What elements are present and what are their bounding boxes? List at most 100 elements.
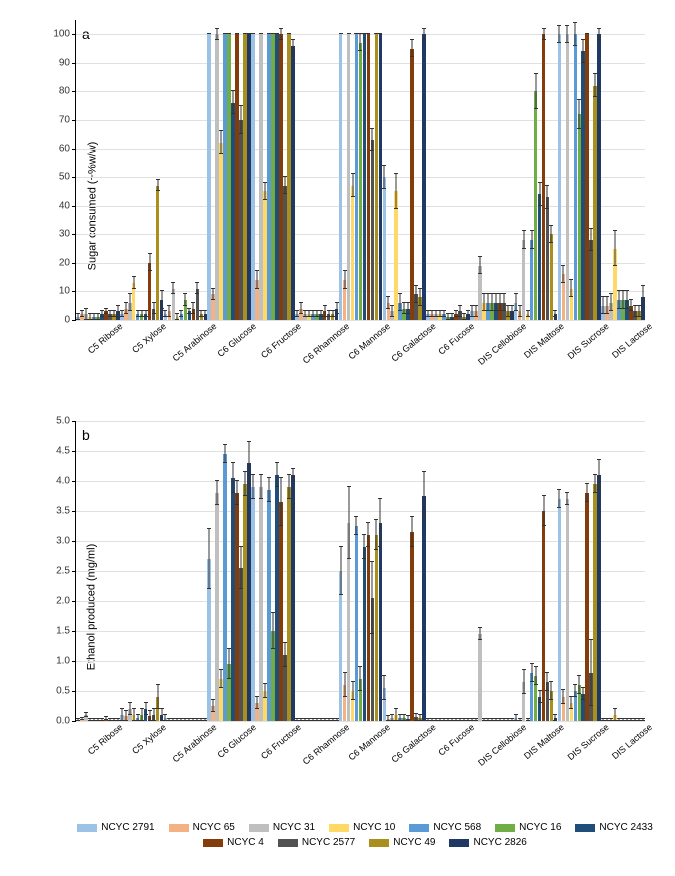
bar [172, 289, 176, 320]
category-group [295, 20, 339, 320]
legend-item: NCYC 10 [329, 822, 395, 833]
legend-label: NCYC 4 [227, 837, 264, 848]
bar [259, 487, 263, 721]
legend-swatch [249, 824, 269, 832]
xtick-label: DIS Maltose [522, 722, 566, 761]
category-group [557, 20, 601, 320]
xtick-label: C5 Ribose [86, 321, 125, 356]
xtick-label: C5 Arabinose [170, 321, 218, 363]
category-group [514, 20, 558, 320]
xtick-label: C6 Rhamnose [301, 321, 351, 366]
ytick-label: 0.5 [56, 686, 76, 697]
legend-item: NCYC 568 [409, 822, 481, 833]
ytick-label: 50 [59, 172, 76, 183]
bar [558, 499, 562, 721]
xtick-label: DIS Lactose [610, 321, 654, 360]
category-group [470, 421, 514, 721]
xtick-label: C6 Mannose [346, 321, 392, 361]
bar [641, 297, 645, 320]
bar [207, 559, 211, 721]
panel-b: Ethanol produced (mg/ml)b0.00.51.01.52.0… [20, 421, 655, 792]
category-group [207, 421, 251, 721]
category-group [557, 421, 601, 721]
legend-swatch [495, 824, 515, 832]
category-group [382, 421, 426, 721]
legend-swatch [278, 839, 298, 847]
ytick-label: 60 [59, 143, 76, 154]
ytick-label: 90 [59, 57, 76, 68]
bar [251, 34, 255, 320]
ytick-label: 2.0 [56, 596, 76, 607]
bar [251, 487, 255, 721]
bar [339, 34, 343, 320]
ytick-label: 100 [53, 29, 76, 40]
bar [383, 177, 387, 320]
ytick-label: 0.0 [56, 716, 76, 727]
category-group [426, 20, 470, 320]
ytick-label: 2.5 [56, 566, 76, 577]
ytick-label: 30 [59, 229, 76, 240]
bar [550, 691, 554, 721]
bar [566, 34, 570, 320]
category-group [164, 20, 208, 320]
legend-label: NCYC 2791 [101, 822, 154, 833]
ytick-label: 40 [59, 200, 76, 211]
category-group [601, 421, 645, 721]
bars-region [76, 20, 645, 320]
bar [410, 49, 414, 320]
legend-swatch [203, 839, 223, 847]
legend: NCYC 2791NCYC 65NCYC 31NCYC 10NCYC 568NC… [75, 822, 655, 848]
legend-item: NCYC 4 [203, 837, 264, 848]
ytick-label: 3.0 [56, 536, 76, 547]
legend-swatch [575, 824, 595, 832]
bar [207, 34, 211, 320]
xtick-label: DIS Sucrose [566, 321, 611, 361]
legend-label: NCYC 65 [193, 822, 235, 833]
xtick-label: C5 Arabinose [170, 722, 218, 764]
panel-a: Sugar consumed (~%w/w)a01020304050607080… [20, 20, 655, 391]
bar [522, 240, 526, 320]
category-group [470, 20, 514, 320]
xtick-label: C6 Fucose [436, 722, 476, 758]
xtick-label: C6 Fructose [259, 722, 303, 761]
legend-label: NCYC 2433 [599, 822, 652, 833]
xtick-label: DIS Cellobiose [476, 722, 528, 768]
category-group [339, 421, 383, 721]
category-group [251, 421, 295, 721]
category-group [164, 421, 208, 721]
legend-label: NCYC 2826 [473, 837, 526, 848]
legend-item: NCYC 2826 [449, 837, 526, 848]
xtick-label: DIS Lactose [610, 722, 654, 761]
chart-area: b0.00.51.01.52.02.53.03.54.04.55.0 [75, 421, 645, 722]
bar [410, 532, 414, 721]
xtick-label: C6 Fructose [259, 321, 303, 360]
legend-item: NCYC 16 [495, 822, 561, 833]
legend-label: NCYC 10 [353, 822, 395, 833]
ytick-label: 4.0 [56, 476, 76, 487]
legend-swatch [329, 824, 349, 832]
bar [522, 682, 526, 721]
xtick-label: C6 Fucose [436, 321, 476, 357]
legend-swatch [449, 839, 469, 847]
category-group [251, 20, 295, 320]
xtick-label: C6 Galactose [389, 321, 437, 364]
legend-item: NCYC 49 [369, 837, 435, 848]
category-group [382, 20, 426, 320]
ytick-label: 1.0 [56, 656, 76, 667]
category-group [339, 20, 383, 320]
x-axis-labels: C5 RiboseC5 XyloseC5 ArabinoseC6 Glucose… [75, 321, 645, 391]
xtick-label: DIS Maltose [522, 321, 566, 360]
bar [478, 634, 482, 721]
legend-label: NCYC 49 [393, 837, 435, 848]
ytick-label: 20 [59, 257, 76, 268]
category-group [76, 421, 120, 721]
chart-area: a0102030405060708090100 [75, 20, 645, 321]
ytick-label: 10 [59, 286, 76, 297]
xtick-label: C5 Ribose [86, 722, 125, 757]
legend-swatch [169, 824, 189, 832]
legend-item: NCYC 2433 [575, 822, 652, 833]
legend-item: NCYC 65 [169, 822, 235, 833]
category-group [295, 421, 339, 721]
legend-item: NCYC 2791 [77, 822, 154, 833]
bar [641, 720, 645, 721]
